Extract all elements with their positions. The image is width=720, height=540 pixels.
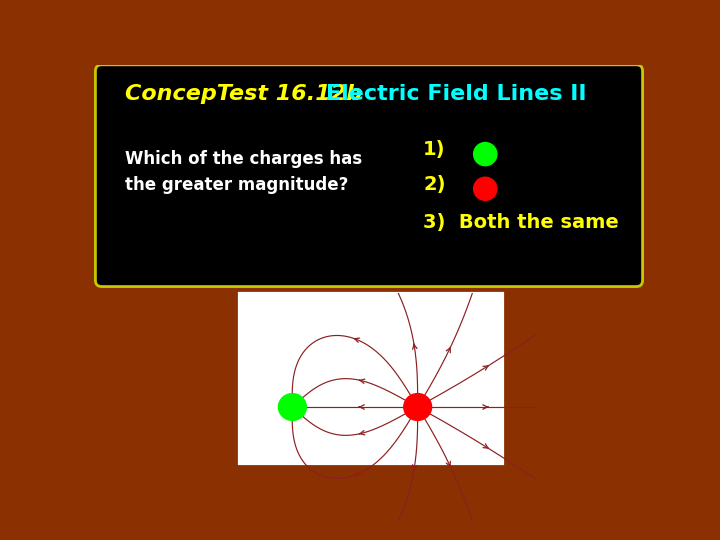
Circle shape (474, 177, 497, 200)
Circle shape (474, 143, 497, 166)
FancyBboxPatch shape (96, 65, 642, 287)
Text: 2): 2) (423, 174, 446, 194)
Text: ConcepTest 16.12b: ConcepTest 16.12b (125, 84, 362, 104)
Circle shape (279, 394, 306, 421)
Circle shape (404, 394, 431, 421)
Text: 3)  Both the same: 3) Both the same (423, 213, 619, 232)
Text: Electric Field Lines II: Electric Field Lines II (326, 84, 587, 104)
Text: 1): 1) (423, 140, 446, 159)
Text: Which of the charges has
the greater magnitude?: Which of the charges has the greater mag… (125, 150, 362, 194)
Bar (235, 291, 505, 466)
